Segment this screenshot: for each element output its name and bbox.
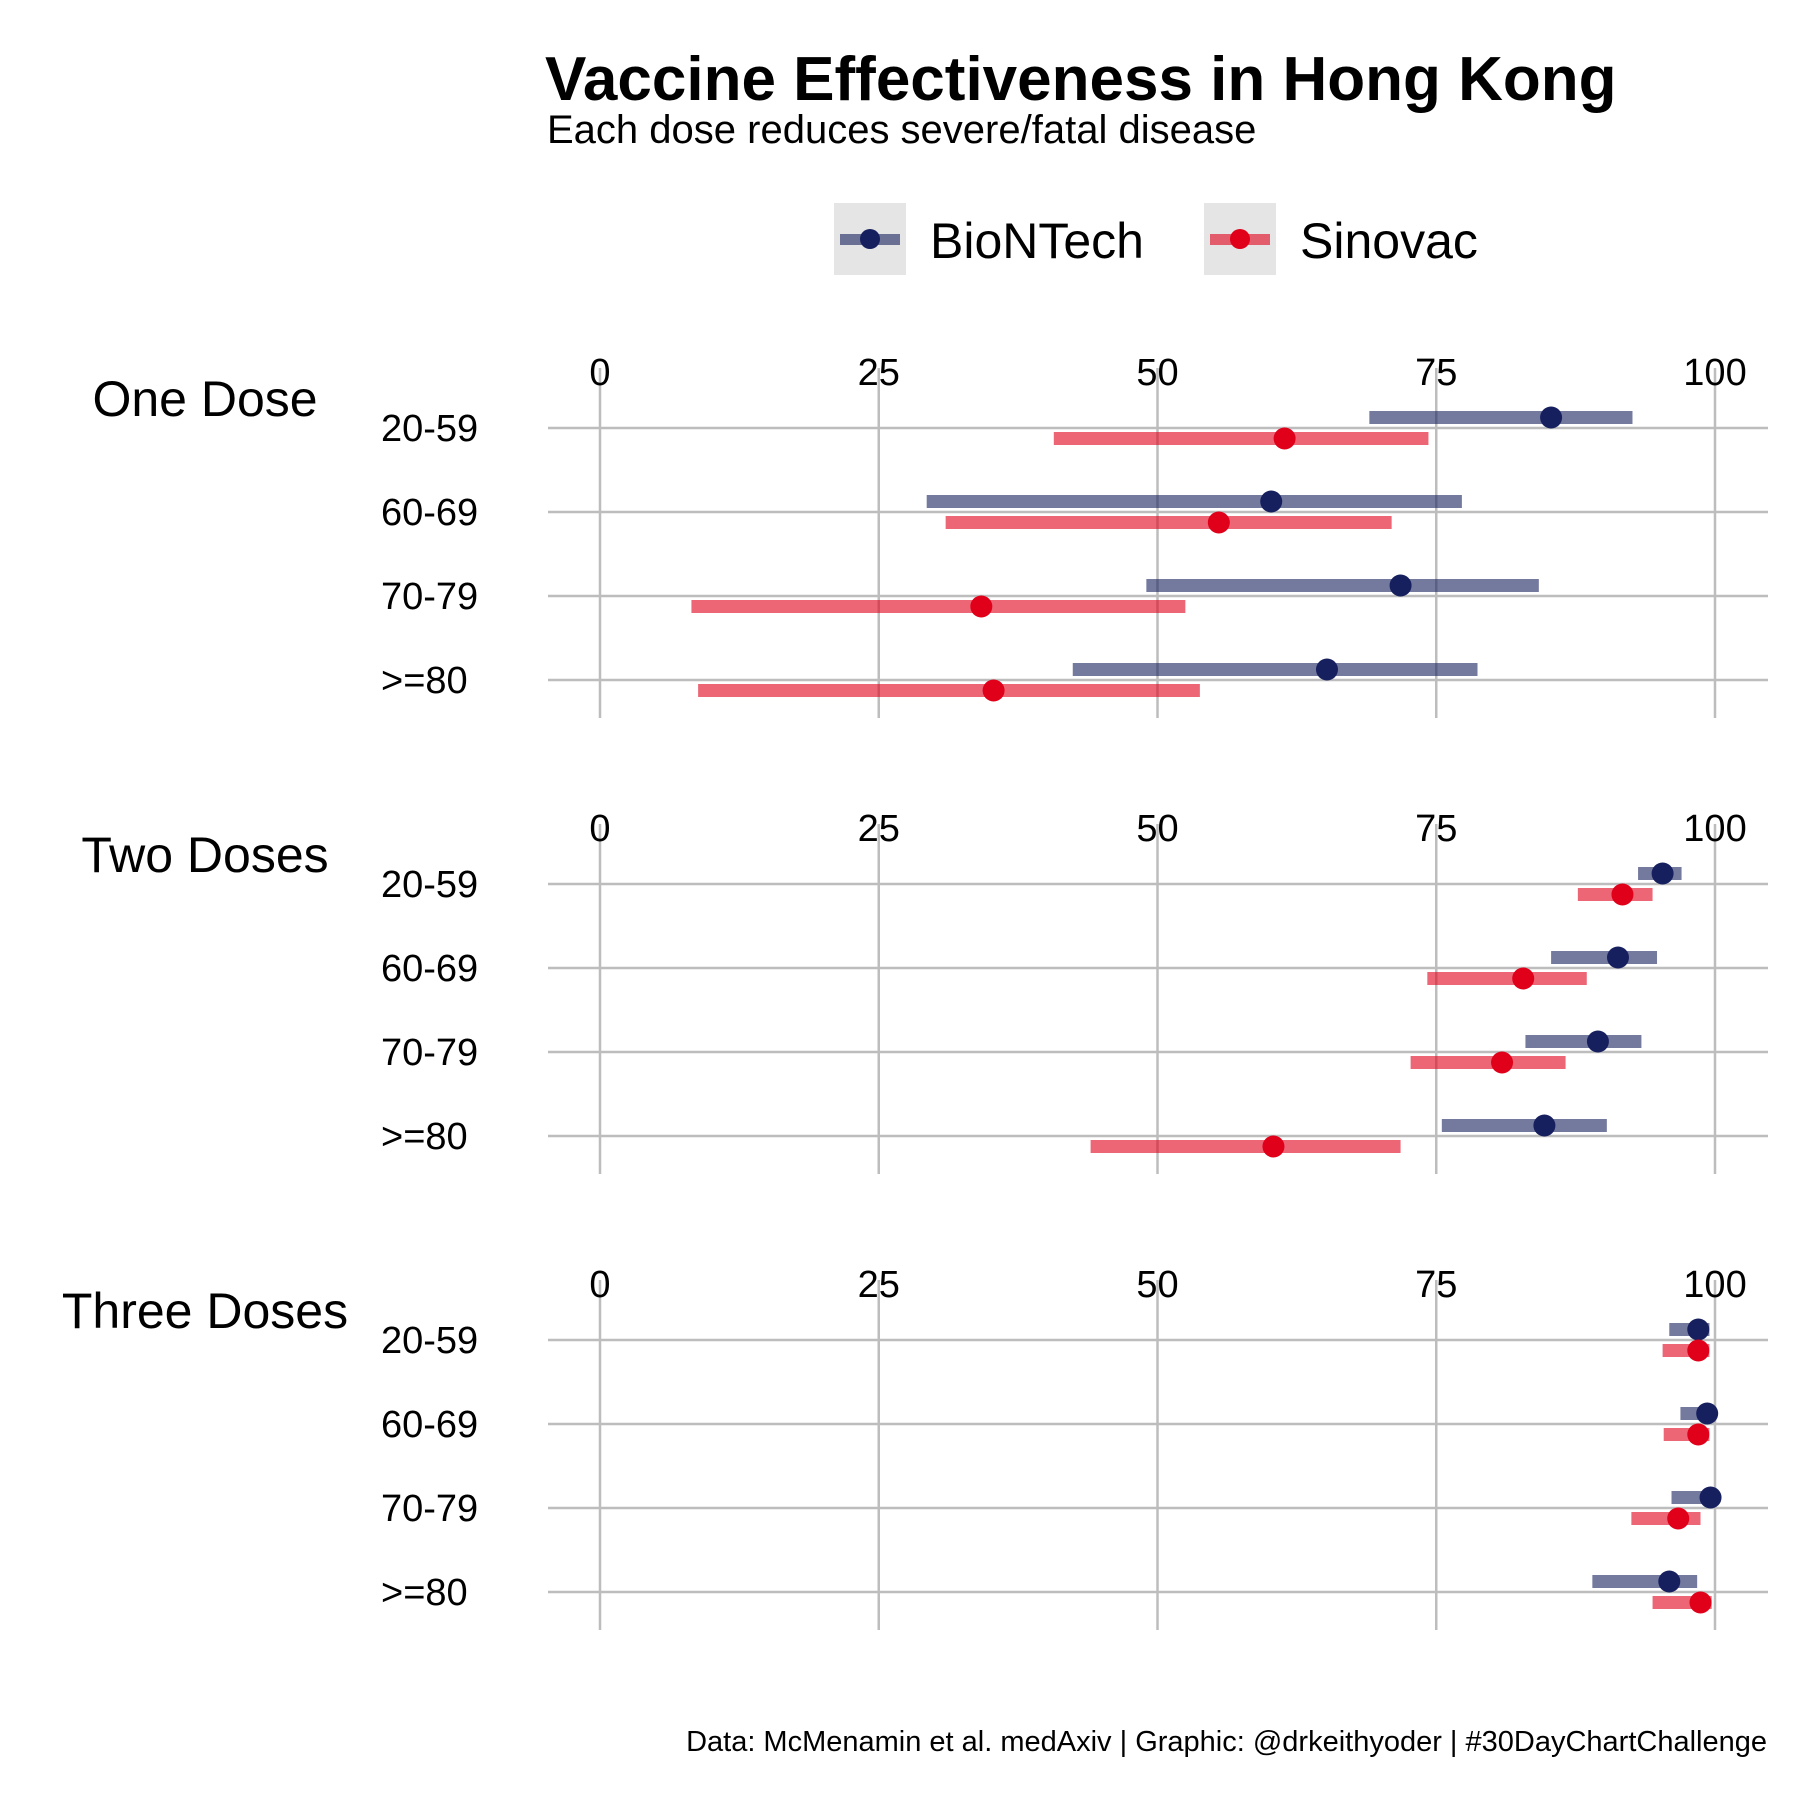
point-one-dose-biontech-gte80 bbox=[1315, 658, 1338, 681]
x-tick-label-one-dose-100: 100 bbox=[1683, 352, 1746, 394]
point-one-dose-biontech-70-79 bbox=[1389, 574, 1412, 597]
chart-subtitle: Each dose reduces severe/fatal disease bbox=[547, 108, 1257, 152]
y-label-three-doses-20-59: 20-59 bbox=[381, 1320, 478, 1362]
y-label-three-doses-70-79: 70-79 bbox=[381, 1488, 478, 1530]
y-label-one-dose-gte80: >=80 bbox=[381, 660, 468, 702]
point-two-doses-sinovac-70-79 bbox=[1491, 1051, 1514, 1074]
legend-key-sinovac bbox=[1204, 203, 1276, 275]
x-tick-label-one-dose-75: 75 bbox=[1415, 352, 1457, 394]
y-label-two-doses-20-59: 20-59 bbox=[381, 864, 478, 906]
point-one-dose-biontech-20-59 bbox=[1540, 406, 1563, 429]
point-three-doses-biontech-60-69 bbox=[1696, 1402, 1719, 1425]
point-three-doses-biontech-70-79 bbox=[1699, 1486, 1722, 1509]
point-two-doses-biontech-20-59 bbox=[1651, 862, 1674, 885]
point-three-doses-sinovac-70-79 bbox=[1667, 1507, 1690, 1530]
x-tick-label-two-doses-100: 100 bbox=[1683, 808, 1746, 850]
panel-label-two-doses: Two Doses bbox=[81, 827, 328, 883]
panel-label-one-dose: One Dose bbox=[92, 371, 317, 427]
point-one-dose-sinovac-60-69 bbox=[1207, 511, 1230, 534]
point-two-doses-sinovac-60-69 bbox=[1512, 967, 1535, 990]
point-one-dose-biontech-60-69 bbox=[1260, 490, 1283, 513]
point-three-doses-sinovac-20-59 bbox=[1687, 1339, 1710, 1362]
legend-label-biontech: BioNTech bbox=[930, 213, 1144, 269]
point-three-doses-sinovac-60-69 bbox=[1687, 1423, 1710, 1446]
y-label-one-dose-60-69: 60-69 bbox=[381, 492, 478, 534]
x-tick-label-three-doses-0: 0 bbox=[589, 1264, 610, 1306]
point-one-dose-sinovac-gte80 bbox=[982, 679, 1005, 702]
x-tick-label-three-doses-50: 50 bbox=[1136, 1264, 1178, 1306]
x-tick-label-three-doses-25: 25 bbox=[858, 1264, 900, 1306]
y-label-one-dose-70-79: 70-79 bbox=[381, 576, 478, 618]
y-label-two-doses-gte80: >=80 bbox=[381, 1116, 468, 1158]
x-tick-label-one-dose-25: 25 bbox=[858, 352, 900, 394]
y-label-two-doses-60-69: 60-69 bbox=[381, 948, 478, 990]
x-tick-label-two-doses-50: 50 bbox=[1136, 808, 1178, 850]
point-one-dose-sinovac-70-79 bbox=[970, 595, 993, 618]
point-two-doses-biontech-gte80 bbox=[1533, 1114, 1556, 1137]
legend-key-biontech bbox=[834, 203, 906, 275]
panel-label-three-doses: Three Doses bbox=[62, 1283, 348, 1339]
x-tick-label-three-doses-75: 75 bbox=[1415, 1264, 1457, 1306]
y-label-one-dose-20-59: 20-59 bbox=[381, 408, 478, 450]
legend-label-sinovac: Sinovac bbox=[1300, 213, 1478, 269]
y-label-three-doses-gte80: >=80 bbox=[381, 1572, 468, 1614]
point-two-doses-sinovac-gte80 bbox=[1262, 1135, 1285, 1158]
point-three-doses-biontech-gte80 bbox=[1658, 1570, 1681, 1593]
x-tick-label-two-doses-0: 0 bbox=[589, 808, 610, 850]
x-tick-label-three-doses-100: 100 bbox=[1683, 1264, 1746, 1306]
point-two-doses-biontech-70-79 bbox=[1586, 1030, 1609, 1053]
y-label-three-doses-60-69: 60-69 bbox=[381, 1404, 478, 1446]
point-one-dose-sinovac-20-59 bbox=[1273, 427, 1296, 450]
point-two-doses-sinovac-20-59 bbox=[1611, 883, 1634, 906]
x-tick-label-two-doses-25: 25 bbox=[858, 808, 900, 850]
chart-caption: Data: McMenamin et al. medAxiv | Graphic… bbox=[686, 1726, 1767, 1758]
point-two-doses-biontech-60-69 bbox=[1606, 946, 1629, 969]
y-label-two-doses-70-79: 70-79 bbox=[381, 1032, 478, 1074]
point-three-doses-sinovac-gte80 bbox=[1689, 1591, 1712, 1614]
x-tick-label-one-dose-50: 50 bbox=[1136, 352, 1178, 394]
x-tick-label-two-doses-75: 75 bbox=[1415, 808, 1457, 850]
chart-title: Vaccine Effectiveness in Hong Kong bbox=[545, 45, 1617, 114]
point-three-doses-biontech-20-59 bbox=[1687, 1318, 1710, 1341]
x-tick-label-one-dose-0: 0 bbox=[589, 352, 610, 394]
